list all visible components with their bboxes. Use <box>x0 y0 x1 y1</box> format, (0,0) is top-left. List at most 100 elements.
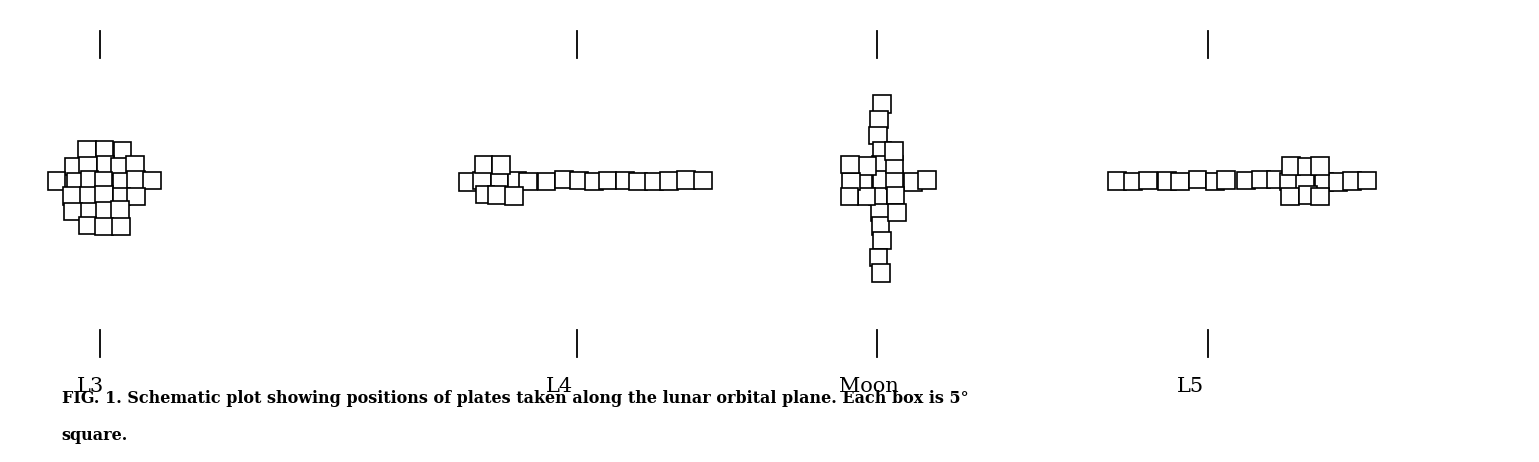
Bar <box>871 204 890 221</box>
Bar <box>112 218 129 235</box>
Bar <box>873 156 890 174</box>
Bar <box>48 172 66 189</box>
Bar <box>660 172 677 189</box>
Bar <box>94 172 112 189</box>
Text: square.: square. <box>62 427 128 444</box>
Bar <box>1299 187 1317 204</box>
Bar <box>629 172 646 190</box>
Bar <box>1207 173 1224 190</box>
Bar <box>474 156 492 173</box>
Bar <box>66 173 85 191</box>
Bar <box>569 172 588 189</box>
Bar <box>111 201 129 219</box>
Text: FIG. 1. Schematic plot showing positions of plates taken along the lunar orbital: FIG. 1. Schematic plot showing positions… <box>62 390 968 407</box>
Bar <box>870 111 888 128</box>
Bar <box>80 188 97 205</box>
Bar <box>854 172 873 189</box>
Bar <box>82 203 98 220</box>
Bar <box>905 173 922 191</box>
Bar <box>491 171 508 189</box>
Bar <box>1217 171 1234 188</box>
Text: L4: L4 <box>546 377 574 395</box>
Bar <box>472 171 491 189</box>
Bar <box>476 186 494 203</box>
Bar <box>616 172 634 189</box>
Bar <box>65 158 83 175</box>
Bar <box>694 172 713 189</box>
Bar <box>1357 172 1376 189</box>
Bar <box>111 158 129 175</box>
Text: L3: L3 <box>77 377 105 395</box>
Bar <box>112 188 131 205</box>
Text: Moon: Moon <box>839 377 899 395</box>
Bar <box>128 171 145 188</box>
Bar <box>95 141 114 158</box>
Bar <box>870 127 886 144</box>
Text: L5: L5 <box>1177 377 1205 395</box>
Bar <box>1311 188 1328 205</box>
Bar <box>859 158 876 175</box>
Bar <box>1311 157 1330 175</box>
Bar <box>1171 172 1188 190</box>
Bar <box>114 141 131 159</box>
Bar <box>873 264 890 282</box>
Bar <box>888 204 906 221</box>
Bar <box>873 142 891 159</box>
Bar <box>886 187 905 204</box>
Bar <box>842 156 859 173</box>
Bar <box>80 171 98 188</box>
Bar <box>1344 172 1360 189</box>
Bar <box>871 218 890 235</box>
Bar <box>1251 171 1270 188</box>
Bar <box>78 217 97 234</box>
Bar <box>585 173 603 190</box>
Bar <box>1237 172 1254 189</box>
Bar <box>870 249 888 266</box>
Bar <box>488 186 506 204</box>
Bar <box>1280 188 1299 206</box>
Bar <box>1330 173 1347 190</box>
Bar <box>97 156 114 173</box>
Bar <box>645 173 663 190</box>
Bar <box>95 186 112 204</box>
Bar <box>857 188 876 206</box>
Bar <box>95 202 114 219</box>
Bar <box>520 173 537 190</box>
Bar <box>885 171 903 188</box>
Bar <box>1139 172 1157 189</box>
Bar <box>143 172 162 189</box>
Bar <box>1299 158 1316 175</box>
Bar <box>873 232 891 249</box>
Bar <box>885 156 903 173</box>
Bar <box>95 218 114 235</box>
Bar <box>508 171 526 189</box>
Bar <box>840 188 859 206</box>
Bar <box>873 95 891 113</box>
Bar <box>492 157 509 174</box>
Bar <box>126 156 143 173</box>
Bar <box>537 173 556 190</box>
Bar <box>1188 171 1207 188</box>
Bar <box>677 171 694 188</box>
Bar <box>1123 173 1142 190</box>
Bar <box>919 171 936 188</box>
Bar <box>1267 171 1285 188</box>
Bar <box>556 171 573 188</box>
Bar <box>1279 173 1297 190</box>
Bar <box>78 141 95 158</box>
Bar <box>885 142 902 159</box>
Bar <box>63 187 82 205</box>
Bar <box>114 173 131 190</box>
Bar <box>1108 172 1127 190</box>
Bar <box>65 203 82 220</box>
Bar <box>459 173 477 191</box>
Bar <box>505 188 523 205</box>
Bar <box>842 173 860 190</box>
Bar <box>1296 173 1314 190</box>
Bar <box>78 157 97 174</box>
Bar <box>128 188 145 205</box>
Bar <box>1282 158 1299 175</box>
Bar <box>1314 173 1333 191</box>
Bar <box>599 172 616 189</box>
Bar <box>1157 172 1176 189</box>
